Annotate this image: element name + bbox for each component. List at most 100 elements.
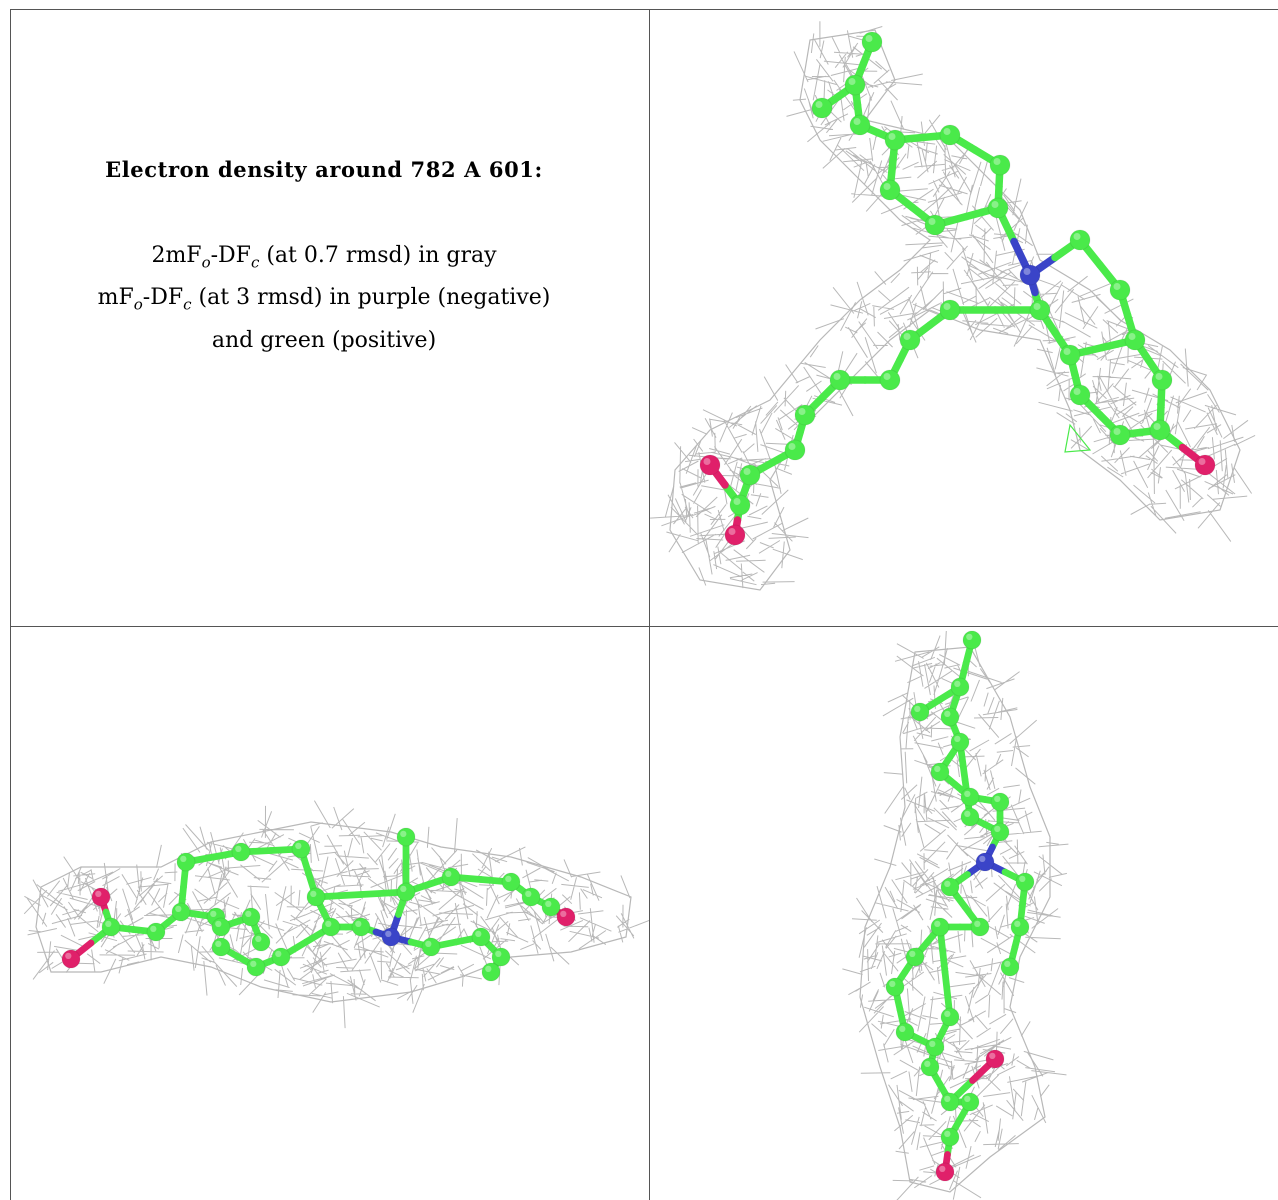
atom-highlight [939, 1165, 946, 1172]
carbon-atom [471, 927, 491, 947]
carbon-atom [970, 917, 990, 937]
carbon-atom [950, 677, 970, 697]
carbon-atom [784, 439, 806, 461]
oxygen-atom [61, 949, 81, 969]
caption-line-mfo: mFo-DFc (at 3 rmsd) in purple (negative) [97, 285, 551, 314]
atom-highlight [943, 128, 951, 135]
atom-highlight [250, 960, 257, 967]
density-mesh [23, 800, 649, 1029]
atom-highlight [105, 920, 112, 927]
atom-highlight [65, 952, 72, 959]
atom-highlight [210, 910, 217, 917]
carbon-atom [211, 937, 231, 957]
atom-highlight [883, 183, 891, 190]
carbon-atom [939, 124, 961, 146]
carbon-atom [1015, 872, 1035, 892]
carbon-atom [211, 917, 231, 937]
carbon-atom [1010, 917, 1030, 937]
atom-highlight [525, 890, 532, 897]
figure-title: Electron density around 782 A 601: [105, 157, 543, 182]
atom-highlight [1113, 283, 1121, 290]
atom-highlight [889, 980, 896, 987]
atom-highlight [1063, 348, 1071, 355]
carbon-atom [241, 907, 261, 927]
atom-highlight [865, 35, 873, 42]
carbon-atom [962, 630, 982, 650]
atom-highlight [914, 705, 921, 712]
oxygen-atom [935, 1162, 955, 1182]
atom-highlight [944, 1010, 951, 1017]
carbon-atom [1151, 369, 1173, 391]
carbon-atom [940, 1127, 960, 1147]
border-left [10, 9, 11, 1200]
atom-highlight [815, 101, 823, 108]
molecule-view-bottom-left [23, 800, 649, 1029]
atom-highlight [974, 920, 981, 927]
atom-highlight [964, 1095, 971, 1102]
atom-highlight [1014, 920, 1021, 927]
atom-highlight [899, 1025, 906, 1032]
atom-highlight [944, 1095, 951, 1102]
carbon-atom [884, 129, 906, 151]
atoms [61, 827, 576, 982]
atom-highlight [934, 920, 941, 927]
atom-highlight [400, 885, 407, 892]
carbon-atom [1069, 384, 1091, 406]
atom-highlight [150, 925, 157, 932]
carbon-atom [960, 1092, 980, 1112]
carbon-atom [940, 707, 960, 727]
divider-horizontal [10, 626, 1278, 627]
carbon-atom [176, 852, 196, 872]
carbon-atom [987, 197, 1009, 219]
atom-highlight [175, 905, 182, 912]
carbon-atom [246, 957, 266, 977]
carbon-atom [844, 74, 866, 96]
carbon-atom [101, 917, 121, 937]
atom-highlight [560, 910, 567, 917]
atom-highlight [385, 930, 392, 937]
atom-highlight [954, 680, 961, 687]
atom-highlight [245, 910, 252, 917]
atom-highlight [1033, 303, 1041, 310]
atoms [699, 31, 1216, 546]
carbon-atom [939, 299, 961, 321]
oxygen-atom [91, 887, 111, 907]
atom-highlight [733, 498, 741, 505]
carbon-atom [271, 947, 291, 967]
atom-highlight [325, 920, 332, 927]
atom-highlight [979, 855, 986, 862]
atom-highlight [295, 842, 302, 849]
carbon-atom [905, 947, 925, 967]
atom-highlight [215, 920, 222, 927]
oxygen-atom [556, 907, 576, 927]
carbon-atom [940, 1007, 960, 1027]
carbon-atom [481, 962, 501, 982]
atom-highlight [934, 765, 941, 772]
carbon-atom [950, 732, 970, 752]
atom-highlight [994, 795, 1001, 802]
atom-highlight [964, 810, 971, 817]
atom-highlight [788, 443, 796, 450]
atom-highlight [485, 965, 492, 972]
atom-highlight [355, 920, 362, 927]
carbon-atom [924, 214, 946, 236]
atom-highlight [924, 1060, 931, 1067]
atom-highlight [883, 373, 891, 380]
atom-highlight [994, 825, 1001, 832]
atom-highlight [909, 950, 916, 957]
carbon-atom [306, 887, 326, 907]
carbon-atom [899, 329, 921, 351]
atom-highlight [255, 935, 262, 942]
oxygen-atom [985, 1049, 1005, 1069]
atom-highlight [993, 158, 1001, 165]
atom-highlight [400, 830, 407, 837]
atom-highlight [235, 845, 242, 852]
atom-highlight [944, 880, 951, 887]
carbon-atom [1149, 419, 1171, 441]
atom-highlight [475, 930, 482, 937]
carbon-atom [146, 922, 166, 942]
carbon-atom [910, 702, 930, 722]
carbon-atom [829, 369, 851, 391]
mesh-outline [669, 29, 1241, 591]
carbon-atom [885, 977, 905, 997]
